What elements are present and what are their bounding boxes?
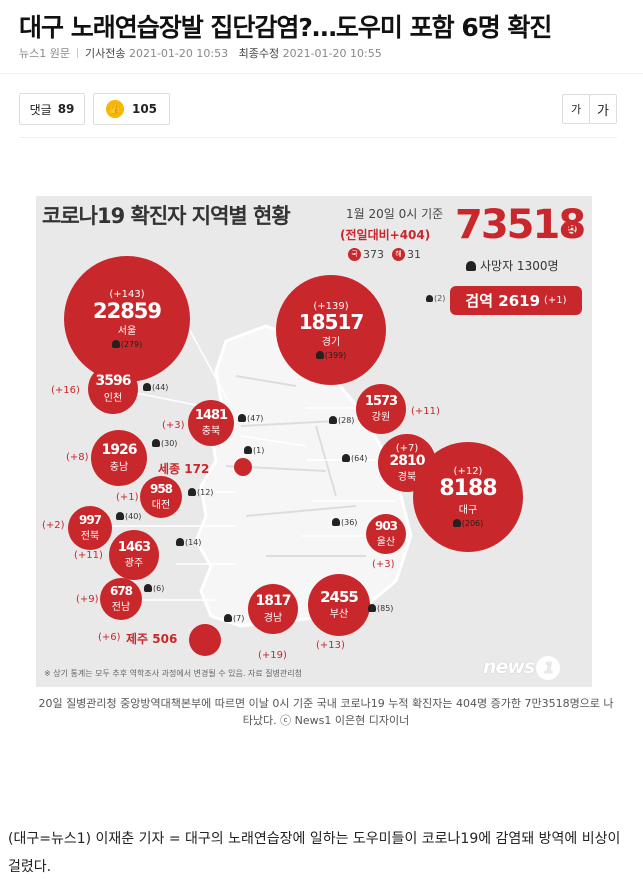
korea-map-graphic	[106, 291, 413, 628]
article-headline: 대구 노래연습장발 집단감염?…도우미 포함 6명 확진	[19, 13, 552, 42]
bubble-ulsan: 903 울산	[366, 514, 406, 554]
gyeongnam-deaths: (7)	[224, 614, 244, 623]
busan-deaths: (85)	[368, 604, 393, 613]
chungnam-deaths: (30)	[152, 439, 177, 448]
bubble-gangwon: 1573 강원	[356, 384, 406, 434]
bubble-gyeonggi: (+139) 18517 경기 (399)	[276, 275, 386, 385]
person-icon	[332, 518, 340, 526]
source-link[interactable]: 뉴스1 원문	[19, 47, 70, 60]
news1-logo: news 1	[483, 656, 561, 680]
gyeongnam-inc: (+19)	[258, 650, 287, 661]
person-icon	[152, 439, 160, 447]
bubble-chungbuk: 1481 충북	[188, 400, 234, 446]
person-icon	[426, 295, 433, 302]
person-icon	[188, 488, 196, 496]
bubble-jeonnam: 678 전남	[100, 578, 142, 620]
jeonbuk-inc: (+2)	[42, 520, 65, 531]
total-unit: 명	[563, 220, 577, 238]
bubble-jeju	[189, 624, 221, 656]
person-icon	[224, 614, 232, 622]
person-icon	[452, 518, 461, 527]
jeonnam-inc: (+9)	[76, 594, 99, 605]
person-icon	[329, 416, 337, 424]
person-icon	[342, 454, 350, 462]
bubble-busan: 2455 부산	[308, 574, 370, 636]
comment-button[interactable]: 댓글 89	[19, 93, 85, 125]
bubble-daegu: (+12) 8188 대구 (206)	[413, 442, 523, 552]
person-icon	[144, 584, 152, 592]
bubble-gyeongnam: 1817 경남	[248, 584, 298, 634]
comment-count: 89	[57, 102, 75, 116]
bubble-daejeon: 958 대전	[140, 476, 182, 518]
gangwon-inc: (+11)	[411, 406, 440, 417]
sejong-deaths: (1)	[244, 446, 264, 455]
divider	[0, 73, 643, 74]
font-increase-button[interactable]: 가	[589, 94, 617, 124]
infographic-date: 1월 20일 0시 기준	[346, 207, 444, 221]
overseas-tag: 해	[392, 248, 405, 261]
person-icon	[368, 604, 376, 612]
gangwon-deaths: (28)	[329, 416, 354, 425]
like-button[interactable]: 👍 105	[93, 93, 170, 125]
like-count: 105	[131, 102, 158, 116]
thumbs-up-icon: 👍	[105, 100, 124, 118]
sent-label: 기사전송	[84, 47, 126, 60]
ulsan-inc: (+3)	[372, 559, 395, 570]
chungbuk-inc: (+3)	[162, 420, 185, 431]
covid-infographic: 코로나19 확진자 지역별 현황 1월 20일 0시 기준 (전일대비+404)…	[36, 196, 592, 687]
ulsan-deaths: (36)	[332, 518, 357, 527]
modified-time: 2021-01-20 10:55	[282, 47, 382, 60]
article-body: (대구=뉴스1) 이재춘 기자 = 대구의 노래연습장에 일하는 도우미들이 코…	[8, 831, 621, 875]
bubble-sejong	[234, 458, 252, 476]
person-icon	[111, 340, 120, 349]
infographic-footnote: ※ 상기 통계는 모두 추후 역학조사 과정에서 변경될 수 있음. 자료 질병…	[44, 669, 303, 678]
chungnam-inc: (+8)	[66, 452, 89, 463]
person-icon	[244, 446, 252, 454]
bubble-seoul: (+143) 22859 서울 (279)	[64, 256, 190, 382]
incheon-inc: (+16)	[51, 385, 80, 396]
infographic-breakdown: 국 373 해 31	[348, 248, 421, 261]
jeju-label: 제주 506	[126, 632, 178, 646]
deaths-total: 사망자 1300명	[466, 257, 559, 274]
total-cases: 73518	[455, 202, 586, 248]
person-icon	[238, 414, 246, 422]
bubble-chungnam: 1926 충남	[91, 430, 147, 486]
quarantine-badge: 검역 2619 (+1)	[450, 286, 582, 315]
busan-inc: (+13)	[316, 640, 345, 651]
jeonbuk-deaths: (40)	[116, 512, 141, 521]
domestic-tag: 국	[348, 248, 361, 261]
bubble-jeonbuk: 997 전북	[68, 506, 112, 550]
domestic-count: 373	[363, 248, 384, 261]
gwangju-inc: (+11)	[74, 550, 103, 561]
overseas-count: 31	[407, 248, 421, 261]
quarantine-deaths: (2)	[426, 294, 445, 303]
person-icon	[466, 261, 476, 271]
sent-time: 2021-01-20 10:53	[128, 47, 229, 60]
gyeongbuk-deaths: (64)	[342, 454, 367, 463]
image-caption: 20일 질병관리청 중앙방역대책본부에 따르면 이날 0시 기준 국내 코로나1…	[38, 697, 614, 727]
daejeon-deaths: (12)	[188, 488, 213, 497]
jeonnam-deaths: (6)	[144, 584, 164, 593]
article-meta: 뉴스1 원문 기사전송 2021-01-20 10:53 최종수정 2021-01…	[19, 45, 382, 61]
incheon-deaths: (44)	[143, 383, 168, 392]
person-icon	[315, 350, 324, 359]
divider	[19, 137, 617, 138]
infographic-title: 코로나19 확진자 지역별 현황	[42, 204, 291, 228]
chungbuk-deaths: (47)	[238, 414, 263, 423]
font-decrease-button[interactable]: 가	[562, 94, 590, 124]
modified-label: 최종수정	[238, 47, 280, 60]
person-icon	[116, 512, 124, 520]
comment-label: 댓글	[29, 102, 52, 117]
bubble-incheon: 3596 인천	[88, 364, 138, 414]
jeju-inc: (+6)	[98, 632, 121, 643]
gwangju-deaths: (14)	[176, 538, 201, 547]
person-icon	[176, 538, 184, 546]
sejong-label: 세종 172	[158, 462, 210, 476]
person-icon	[143, 383, 151, 391]
bubble-gwangju: 1463 광주	[109, 530, 159, 580]
daejeon-inc: (+1)	[116, 492, 139, 503]
infographic-delta: (전일대비+404)	[340, 228, 431, 242]
